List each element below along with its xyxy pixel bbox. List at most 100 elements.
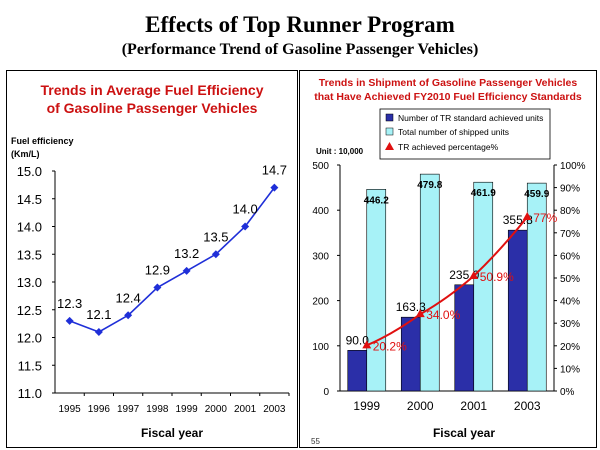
data-label: 13.5: [203, 229, 228, 244]
fuel-efficiency-line-chart: Fuel efficiency (Km/L) Fiscal year 11.0 1…: [11, 136, 290, 440]
unit-label: Unit : 10,000: [316, 147, 364, 156]
legend: Number of TR standard achieved units Tot…: [379, 108, 551, 160]
x-tick-label: 2000: [205, 404, 228, 415]
data-point: [241, 222, 250, 231]
x-tick-label: 1999: [353, 399, 380, 413]
red-triangle-icon: [385, 142, 394, 150]
page-number: 55: [311, 437, 320, 446]
fuel-efficiency-chart-title-line2: of Gasoline Passenger Vehicles: [46, 100, 258, 116]
data-point: [270, 183, 279, 192]
bar-achieved: [400, 316, 421, 392]
data-label: 14.0: [232, 202, 257, 217]
y-tick-label: 13.0: [17, 275, 42, 290]
fuel-efficiency-chart-panel: Trends in Average Fuel Efficiency of Gas…: [6, 70, 298, 448]
data-point: [65, 316, 74, 325]
y-tick-label: 11.0: [18, 386, 42, 401]
shipment-chart-title-line1: Trends in Shipment of Gasoline Passenger…: [318, 77, 578, 89]
percentage-point: [469, 270, 479, 279]
series-line: [69, 187, 276, 333]
x-tick-label: 2003: [514, 399, 541, 413]
fuel-efficiency-chart-title-line1: Trends in Average Fuel Efficiency: [40, 82, 264, 98]
bar-total-label: 461.9: [471, 188, 496, 199]
x-tick-label: 2001: [460, 399, 487, 413]
legend-label-total: Total number of shipped units: [398, 127, 509, 137]
data-label: 14.7: [262, 163, 287, 178]
percentage-point: [415, 309, 425, 318]
bar-total: [526, 182, 547, 392]
x-tick-label: 1999: [176, 404, 199, 415]
bar-total-label: 459.9: [524, 189, 549, 200]
bar-achieved: [454, 284, 475, 392]
bar-achieved: [507, 229, 528, 392]
data-point: [124, 311, 133, 320]
x-tick-label: 1995: [59, 404, 82, 415]
data-label: 12.1: [86, 307, 111, 322]
y2-tick-label: 40%: [560, 297, 580, 308]
data-point: [211, 250, 220, 259]
y2-tick-label: 90%: [560, 184, 580, 195]
page-title: Effects of Top Runner Program: [145, 12, 455, 37]
bar-achieved-label: 90.0: [346, 333, 370, 347]
data-point: [153, 283, 162, 292]
shipment-chart-panel: Trends in Shipment of Gasoline Passenger…: [299, 70, 597, 448]
y-tick-label: 14.0: [17, 220, 42, 235]
shipment-chart-title: Trends in Shipment of Gasoline Passenger…: [300, 76, 596, 104]
legend-box: [379, 108, 551, 160]
x-tick-label: 1998: [146, 404, 169, 415]
y-tick-label: 12.0: [17, 331, 42, 346]
page-subtitle: (Performance Trend of Gasoline Passenger…: [121, 41, 479, 58]
y-tick-label: 500: [312, 161, 329, 172]
y-tick-label: 400: [312, 206, 329, 217]
y-tick-label: 13.5: [17, 247, 42, 262]
bar-total-label: 446.2: [364, 195, 389, 206]
y-tick-label: 100: [312, 342, 329, 353]
percentage-label: 34.0%: [426, 308, 460, 322]
x-axis-label: Fiscal year: [433, 426, 495, 440]
legend-label-achieved: Number of TR standard achieved units: [398, 113, 543, 123]
y-tick-label: 14.5: [17, 192, 42, 207]
percentage-point: [522, 211, 532, 220]
legend-label-percentage: TR achieved percentage%: [398, 142, 499, 152]
shipment-bar-chart: Number of TR standard achieved units Tot…: [312, 108, 586, 440]
y-tick-label: 11.5: [18, 358, 42, 373]
x-tick-label: 2001: [234, 404, 257, 415]
percentage-line: [366, 216, 529, 347]
y2-tick-label: 20%: [560, 342, 580, 353]
y-tick-label: 200: [312, 297, 329, 308]
y-tick-label: 15.0: [17, 164, 42, 179]
data-label: 12.3: [57, 296, 82, 311]
x-axis-label: Fiscal year: [141, 426, 203, 440]
y2-tick-label: 70%: [560, 229, 580, 240]
bar-total: [473, 181, 494, 392]
percentage-label: 77%: [533, 211, 557, 225]
percentage-point: [362, 340, 372, 349]
shipment-chart-title-line2: that Have Achieved FY2010 Fuel Efficienc…: [314, 91, 582, 103]
y-axis-unit: (Km/L): [11, 149, 40, 159]
bar-total: [419, 173, 440, 392]
x-tick-label: 2000: [407, 399, 434, 413]
bar-achieved-label: 163.3: [396, 300, 426, 314]
percentage-label: 50.9%: [480, 270, 514, 284]
x-tick-label: 1996: [88, 404, 111, 415]
data-label: 12.9: [145, 263, 170, 278]
y2-tick-label: 80%: [560, 206, 580, 217]
y2-tick-label: 50%: [560, 274, 580, 285]
percentage-label: 20.2%: [373, 339, 407, 353]
y2-tick-label: 60%: [560, 251, 580, 262]
data-label: 12.4: [115, 290, 140, 305]
data-point: [182, 266, 191, 275]
blue-square-icon: [385, 113, 394, 122]
y2-tick-label: 100%: [560, 161, 586, 172]
bar-total: [366, 189, 387, 392]
y-tick-label: 0: [323, 387, 329, 398]
bar-achieved: [347, 350, 368, 392]
x-tick-label: 1997: [117, 404, 140, 415]
y-axis-label: Fuel efficiency: [11, 136, 74, 146]
data-point: [94, 327, 103, 336]
fuel-efficiency-chart-title: Trends in Average Fuel Efficiency of Gas…: [7, 81, 297, 117]
x-tick-label: 2003: [263, 404, 286, 415]
y2-tick-label: 10%: [560, 364, 580, 375]
y2-tick-label: 0%: [560, 387, 575, 398]
y-tick-label: 12.5: [17, 303, 42, 318]
bar-total-label: 479.8: [417, 180, 442, 191]
